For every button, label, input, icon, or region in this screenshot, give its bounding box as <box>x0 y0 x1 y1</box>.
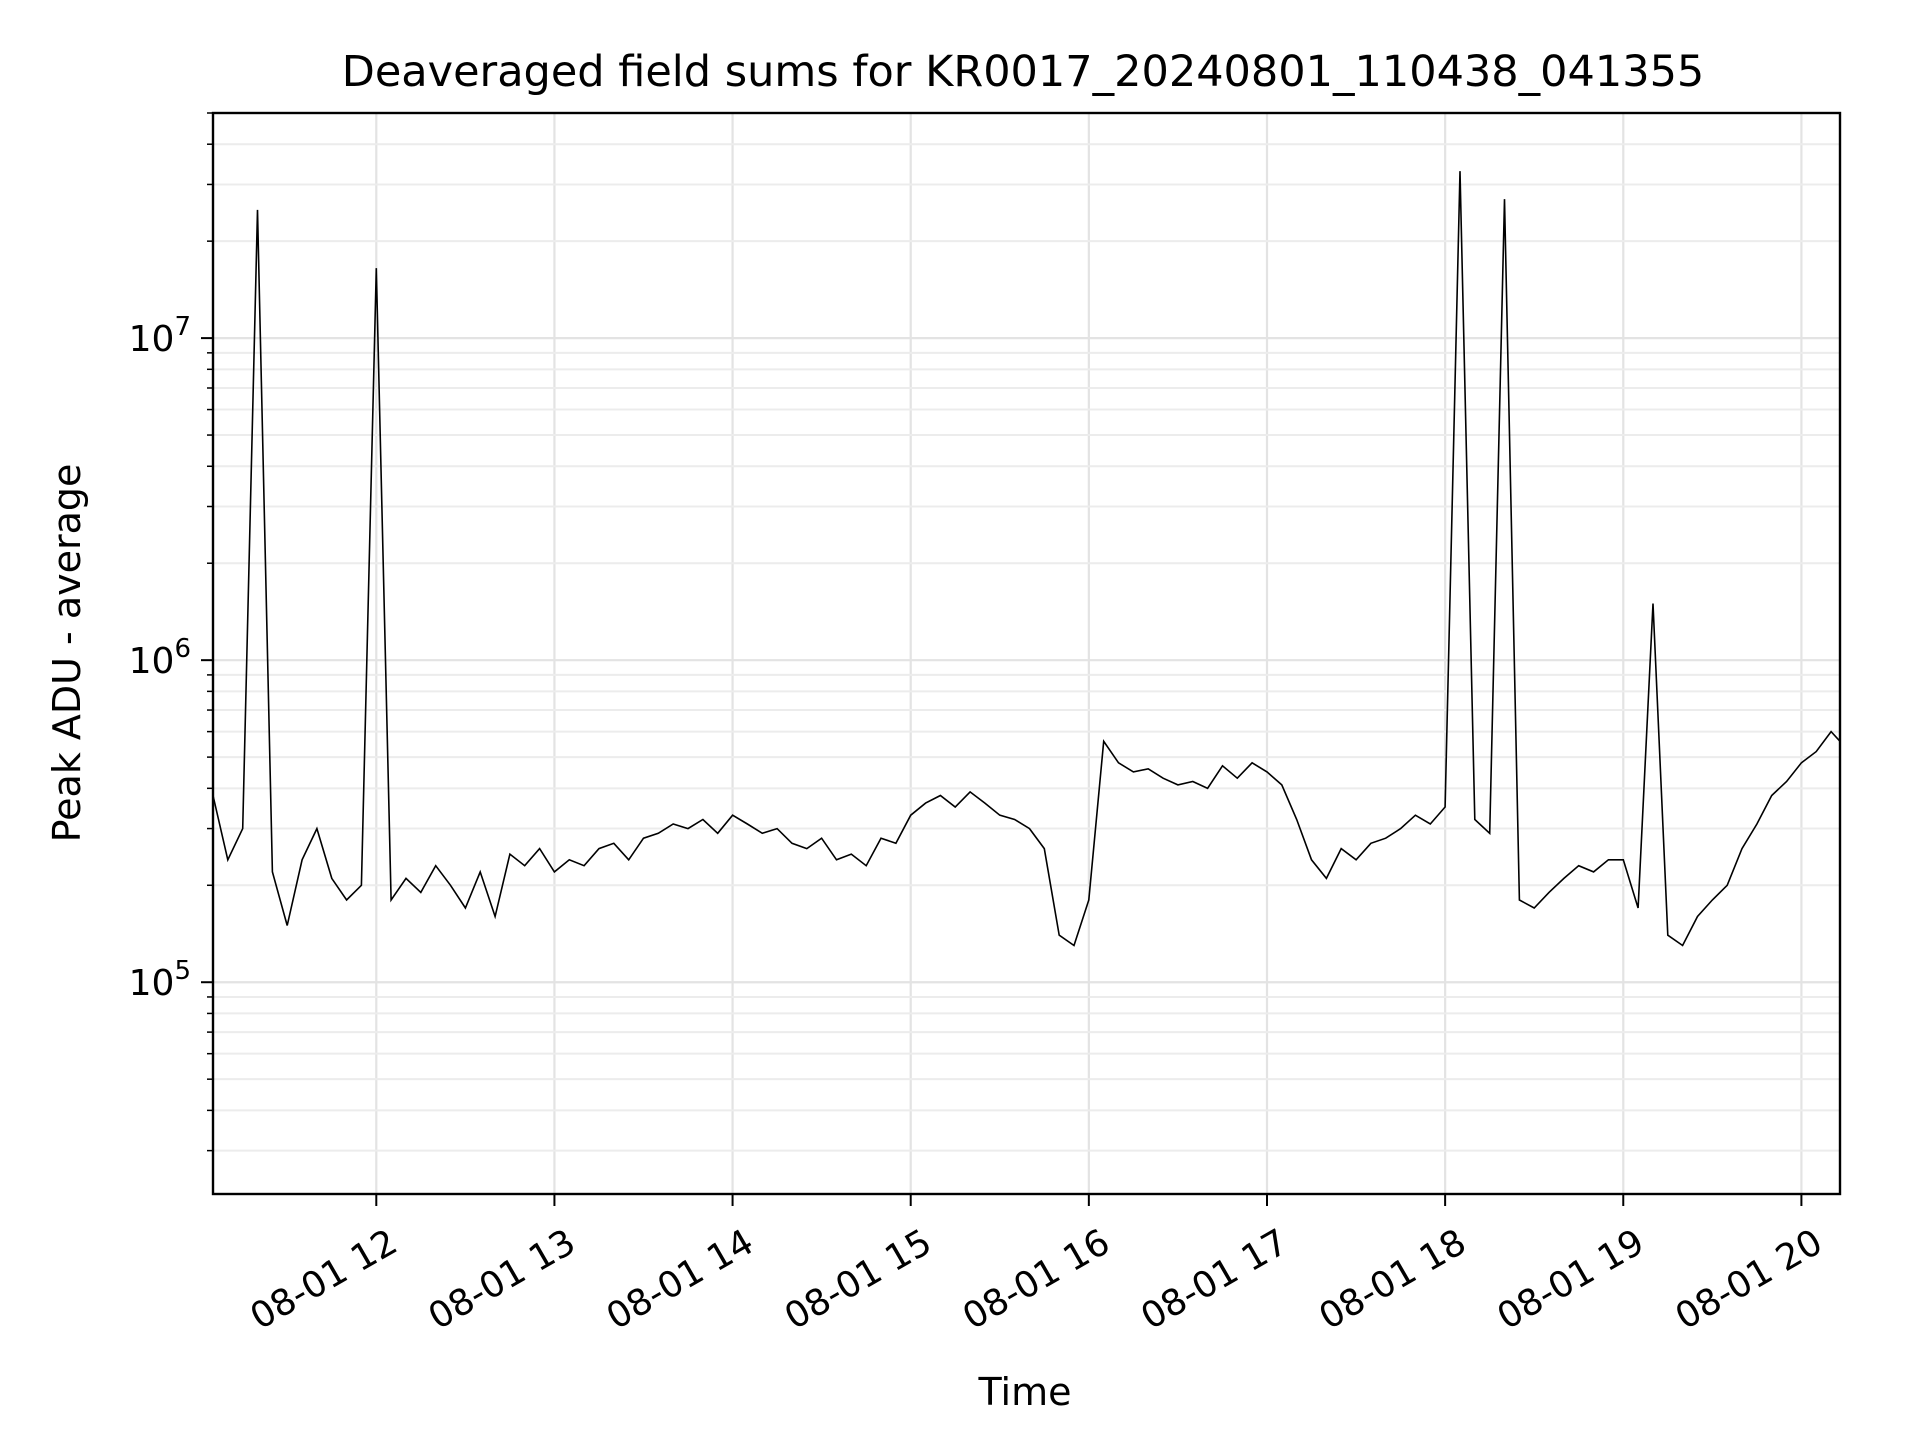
line-chart: Deaveraged field sums for KR0017_2024080… <box>0 0 1920 1440</box>
y-axis-label: Peak ADU - average <box>45 464 89 843</box>
x-axis-label: Time <box>978 1370 1072 1414</box>
chart-title: Deaveraged field sums for KR0017_2024080… <box>342 47 1705 97</box>
